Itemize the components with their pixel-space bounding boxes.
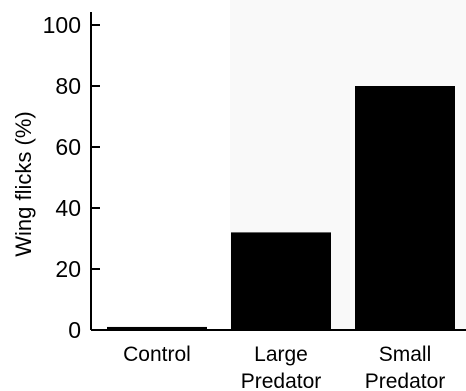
bar bbox=[355, 86, 455, 330]
bar bbox=[231, 232, 331, 330]
y-axis-label: Wing flicks (%) bbox=[11, 111, 36, 256]
x-tick-label: Control bbox=[123, 343, 191, 366]
y-tick-label: 100 bbox=[43, 12, 81, 38]
bar bbox=[107, 326, 207, 330]
y-tick-label: 40 bbox=[55, 195, 81, 221]
x-tick-label: Large Predator bbox=[241, 343, 322, 391]
y-tick-label: 0 bbox=[68, 317, 81, 343]
x-tick-labels: Control Large Predator Small Predator bbox=[123, 343, 445, 391]
y-tick-label: 80 bbox=[55, 73, 81, 99]
y-tick-label: 20 bbox=[55, 256, 81, 282]
y-ticks: 0 20 40 60 80 100 bbox=[43, 12, 100, 343]
x-tick-label: Small Predator bbox=[365, 343, 446, 391]
bars bbox=[107, 86, 455, 330]
y-tick-label: 60 bbox=[55, 134, 81, 160]
